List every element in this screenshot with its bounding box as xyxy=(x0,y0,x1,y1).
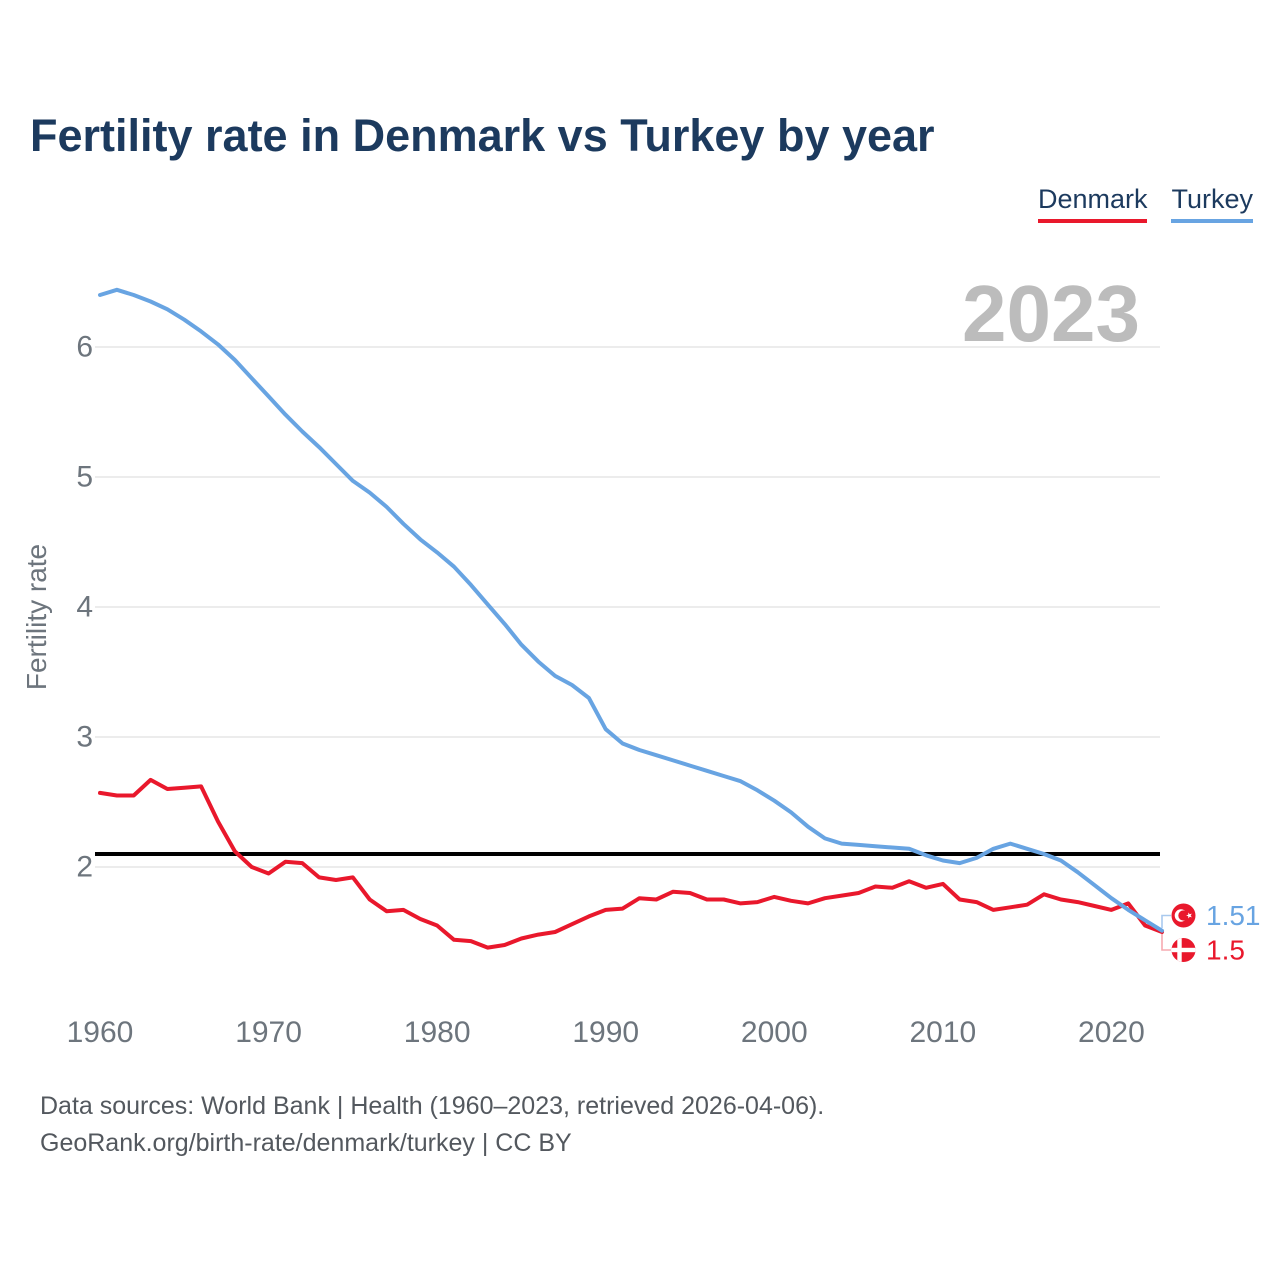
end-annotations: 1.51 1.5 xyxy=(1161,900,1261,966)
denmark-line xyxy=(98,777,1164,950)
x-tick-1970: 1970 xyxy=(235,1016,302,1049)
footer: Data sources: World Bank | Health (1960–… xyxy=(40,1088,824,1162)
turkey-value-label: 1.51 xyxy=(1206,900,1261,931)
footer-attribution: GeoRank.org/birth-rate/denmark/turkey | … xyxy=(40,1129,572,1157)
watermark-year: 2023 xyxy=(962,269,1140,358)
y-tick-3: 3 xyxy=(76,721,93,754)
y-axis-label: Fertility rate xyxy=(21,544,52,690)
x-tick-1960: 1960 xyxy=(67,1016,134,1049)
legend-item-turkey[interactable]: Turkey xyxy=(1171,184,1253,223)
turkey-flag-icon xyxy=(1171,903,1196,928)
series-lines xyxy=(98,287,1164,950)
denmark-connector xyxy=(1161,934,1171,951)
page-title: Fertility rate in Denmark vs Turkey by y… xyxy=(30,110,935,161)
x-tick-1990: 1990 xyxy=(572,1016,639,1049)
y-tick-5: 5 xyxy=(76,461,93,494)
legend-item-denmark[interactable]: Denmark xyxy=(1037,184,1148,223)
turkey-star xyxy=(1186,912,1192,919)
x-tick-1980: 1980 xyxy=(404,1016,471,1049)
axis-ticks: 2 3 4 5 6 1960 1970 1980 1990 2000 2010 2020 xyxy=(67,331,1145,1050)
y-tick-4: 4 xyxy=(76,591,93,624)
denmark-value-label: 1.5 xyxy=(1206,935,1245,966)
gridlines xyxy=(95,346,1160,868)
x-tick-2020: 2020 xyxy=(1078,1016,1145,1049)
x-tick-2000: 2000 xyxy=(741,1016,808,1049)
denmark-flag-icon xyxy=(1171,938,1196,962)
turkey-line xyxy=(98,287,1164,933)
x-tick-2010: 2010 xyxy=(909,1016,976,1049)
turkey-connector xyxy=(1161,914,1171,928)
footer-sources: Data sources: World Bank | Health (1960–… xyxy=(40,1092,825,1120)
legend: Denmark Turkey xyxy=(1037,184,1253,223)
y-tick-6: 6 xyxy=(76,331,93,364)
y-tick-2: 2 xyxy=(76,851,93,884)
